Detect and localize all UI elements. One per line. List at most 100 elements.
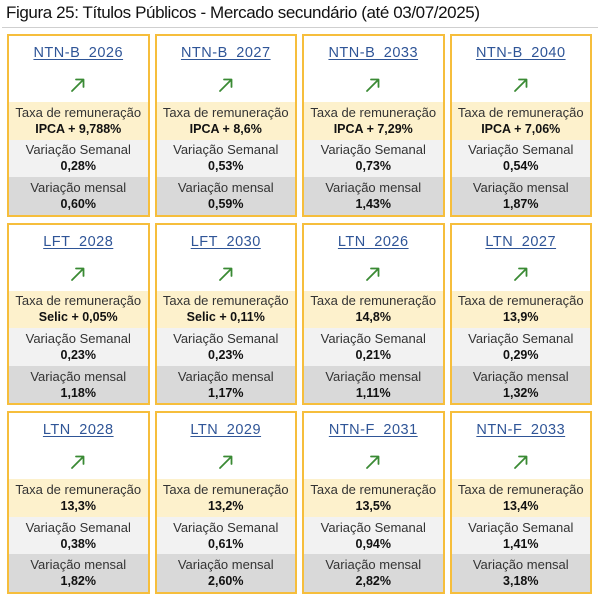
bond-name-link[interactable]: NTN-F_2031 — [328, 422, 418, 439]
card-header: NTN-F_2033 — [451, 413, 590, 480]
taxa-row: Taxa de remuneração IPCA + 7,06% — [451, 102, 590, 140]
mensal-row: Variação mensal 1,43% — [304, 177, 443, 215]
taxa-label: Taxa de remuneração — [162, 104, 289, 120]
card-header: LTN_2027 — [451, 224, 590, 291]
mensal-label: Variação mensal — [472, 179, 569, 195]
card-header: NTN-B_2026 — [9, 36, 148, 102]
card-header: NTN-F_2031 — [304, 413, 443, 480]
taxa-value: 13,5% — [355, 499, 391, 514]
semanal-value: 0,73% — [355, 159, 391, 174]
arrow-up-right-icon — [71, 267, 85, 281]
semanal-value: 0,29% — [503, 348, 539, 362]
semanal-label: Variação Semanal — [25, 331, 131, 346]
bond-card: LTN_2028 Taxa de remuneração 13,3% Variação… — [7, 411, 150, 594]
bond-name-link[interactable]: LTN_2027 — [485, 233, 557, 250]
taxa-label: Taxa de remuneração — [15, 293, 142, 309]
arrow-up-right-icon — [366, 78, 380, 92]
bond-name-link[interactable]: NTN-B_2027 — [180, 45, 271, 61]
mensal-value: 1,11% — [355, 385, 391, 400]
taxa-value: 13,2% — [208, 499, 244, 514]
semanal-value: 0,21% — [355, 348, 391, 362]
semanal-label: Variação Semanal — [25, 519, 131, 535]
semanal-row: Variação Semanal 0,23% — [9, 328, 148, 366]
mensal-label: Variação mensal — [472, 557, 569, 573]
semanal-value: 0,61% — [208, 536, 244, 551]
mensal-value: 1,32% — [503, 385, 539, 400]
semanal-label: Variação Semanal — [173, 519, 279, 535]
semanal-label: Variação Semanal — [468, 519, 574, 535]
semanal-row: Variação Semanal 0,23% — [156, 328, 295, 366]
semanal-row: Variação Semanal 0,53% — [156, 139, 295, 178]
mensal-value: 1,18% — [60, 385, 96, 400]
mensal-row: Variação mensal 1,32% — [451, 365, 590, 404]
taxa-label: Taxa de remuneração — [162, 293, 289, 309]
bond-card: LFT_2030 Taxa de remuneração Selic + 0,11%… — [154, 222, 297, 406]
card-header: NTN-B_2033 — [304, 36, 443, 102]
bond-card: NTN-B_2033 Taxa de remuneração IPCA + 7,29… — [302, 34, 445, 217]
arrow-up-right-icon — [366, 267, 380, 281]
bond-card: LTN_2026 Taxa de remuneração 14,8% Variação… — [302, 222, 445, 406]
bond-name-link[interactable]: LFT_2030 — [190, 233, 261, 250]
figure-title: Figura 25: Títulos Públicos - Mercado se… — [6, 3, 480, 22]
arrow-up-right-icon — [71, 455, 85, 470]
card-header: NTN-B_2040 — [451, 36, 590, 102]
taxa-label: Taxa de remuneração — [310, 104, 437, 120]
semanal-value: 0,94% — [355, 536, 391, 551]
mensal-label: Variação mensal — [325, 179, 422, 195]
semanal-row: Variação Semanal 0,38% — [9, 516, 148, 555]
bond-card: NTN-B_2040 Taxa de remuneração IPCA + 7,06… — [449, 34, 592, 217]
card-header: LFT_2028 — [9, 224, 148, 291]
arrow-up-right-icon — [513, 267, 528, 281]
semanal-row: Variação Semanal 0,29% — [451, 328, 590, 366]
bond-name-link[interactable]: LTN_2026 — [337, 233, 409, 250]
taxa-label: Taxa de remuneração — [457, 293, 584, 309]
bond-name-link[interactable]: NTN-F_2033 — [476, 422, 566, 439]
mensal-row: Variação mensal 2,82% — [304, 554, 443, 593]
semanal-value: 0,54% — [503, 159, 539, 174]
semanal-label: Variação Semanal — [468, 331, 574, 346]
arrow-up-right-icon — [513, 455, 528, 470]
taxa-row: Taxa de remuneração Selic + 0,11% — [156, 290, 295, 329]
taxa-row: Taxa de remuneração 13,5% — [304, 479, 443, 517]
taxa-value: 13,9% — [503, 310, 539, 325]
taxa-row: Taxa de remuneração IPCA + 8,6% — [156, 102, 295, 140]
mensal-value: 2,82% — [355, 574, 391, 589]
mensal-value: 1,87% — [503, 196, 539, 211]
taxa-label: Taxa de remuneração — [162, 482, 289, 498]
taxa-value: IPCA + 9,788% — [35, 121, 122, 136]
taxa-row: Taxa de remuneração IPCA + 7,29% — [304, 102, 443, 140]
taxa-label: Taxa de remuneração — [310, 293, 437, 309]
mensal-value: 1,17% — [208, 385, 244, 400]
bond-name-link[interactable]: LTN_2029 — [190, 422, 262, 439]
taxa-value: IPCA + 8,6% — [189, 121, 262, 136]
bond-card: NTN-B_2027 Taxa de remuneração IPCA + 8,6%… — [154, 34, 297, 217]
mensal-row: Variação mensal 1,82% — [9, 554, 148, 593]
mensal-label: Variação mensal — [30, 179, 127, 195]
card-header: LTN_2026 — [304, 224, 443, 291]
mensal-label: Variação mensal — [177, 368, 274, 384]
mensal-label: Variação mensal — [472, 368, 569, 384]
semanal-value: 1,41% — [503, 536, 539, 551]
semanal-row: Variação Semanal 0,21% — [304, 328, 443, 366]
bond-card: LTN_2029 Taxa de remuneração 13,2% Variação… — [154, 411, 297, 594]
taxa-value: Selic + 0,11% — [186, 310, 265, 325]
bond-name-link[interactable]: NTN-B_2040 — [475, 45, 566, 61]
card-header: LTN_2028 — [9, 413, 148, 480]
taxa-row: Taxa de remuneração 14,8% — [304, 290, 443, 329]
arrow-up-right-icon — [218, 78, 233, 92]
bond-name-link[interactable]: LTN_2028 — [42, 422, 114, 439]
bond-name-link[interactable]: LFT_2028 — [43, 233, 114, 250]
semanal-label: Variação Semanal — [320, 519, 426, 535]
mensal-label: Variação mensal — [177, 557, 274, 573]
mensal-row: Variação mensal 1,17% — [156, 365, 295, 404]
bond-card-grid: NTN-B_2026 Taxa de remuneração IPCA + 9,78… — [7, 34, 592, 594]
taxa-value: 13,3% — [60, 499, 96, 514]
mensal-row: Variação mensal 1,18% — [9, 365, 148, 404]
taxa-value: IPCA + 7,29% — [333, 121, 413, 136]
taxa-row: Taxa de remuneração 13,9% — [451, 290, 590, 329]
bond-card: NTN-B_2026 Taxa de remuneração IPCA + 9,78… — [7, 34, 150, 217]
mensal-label: Variação mensal — [325, 368, 422, 384]
bond-name-link[interactable]: NTN-B_2026 — [33, 45, 124, 61]
mensal-value: 1,43% — [355, 196, 391, 211]
bond-name-link[interactable]: NTN-B_2033 — [328, 45, 419, 61]
